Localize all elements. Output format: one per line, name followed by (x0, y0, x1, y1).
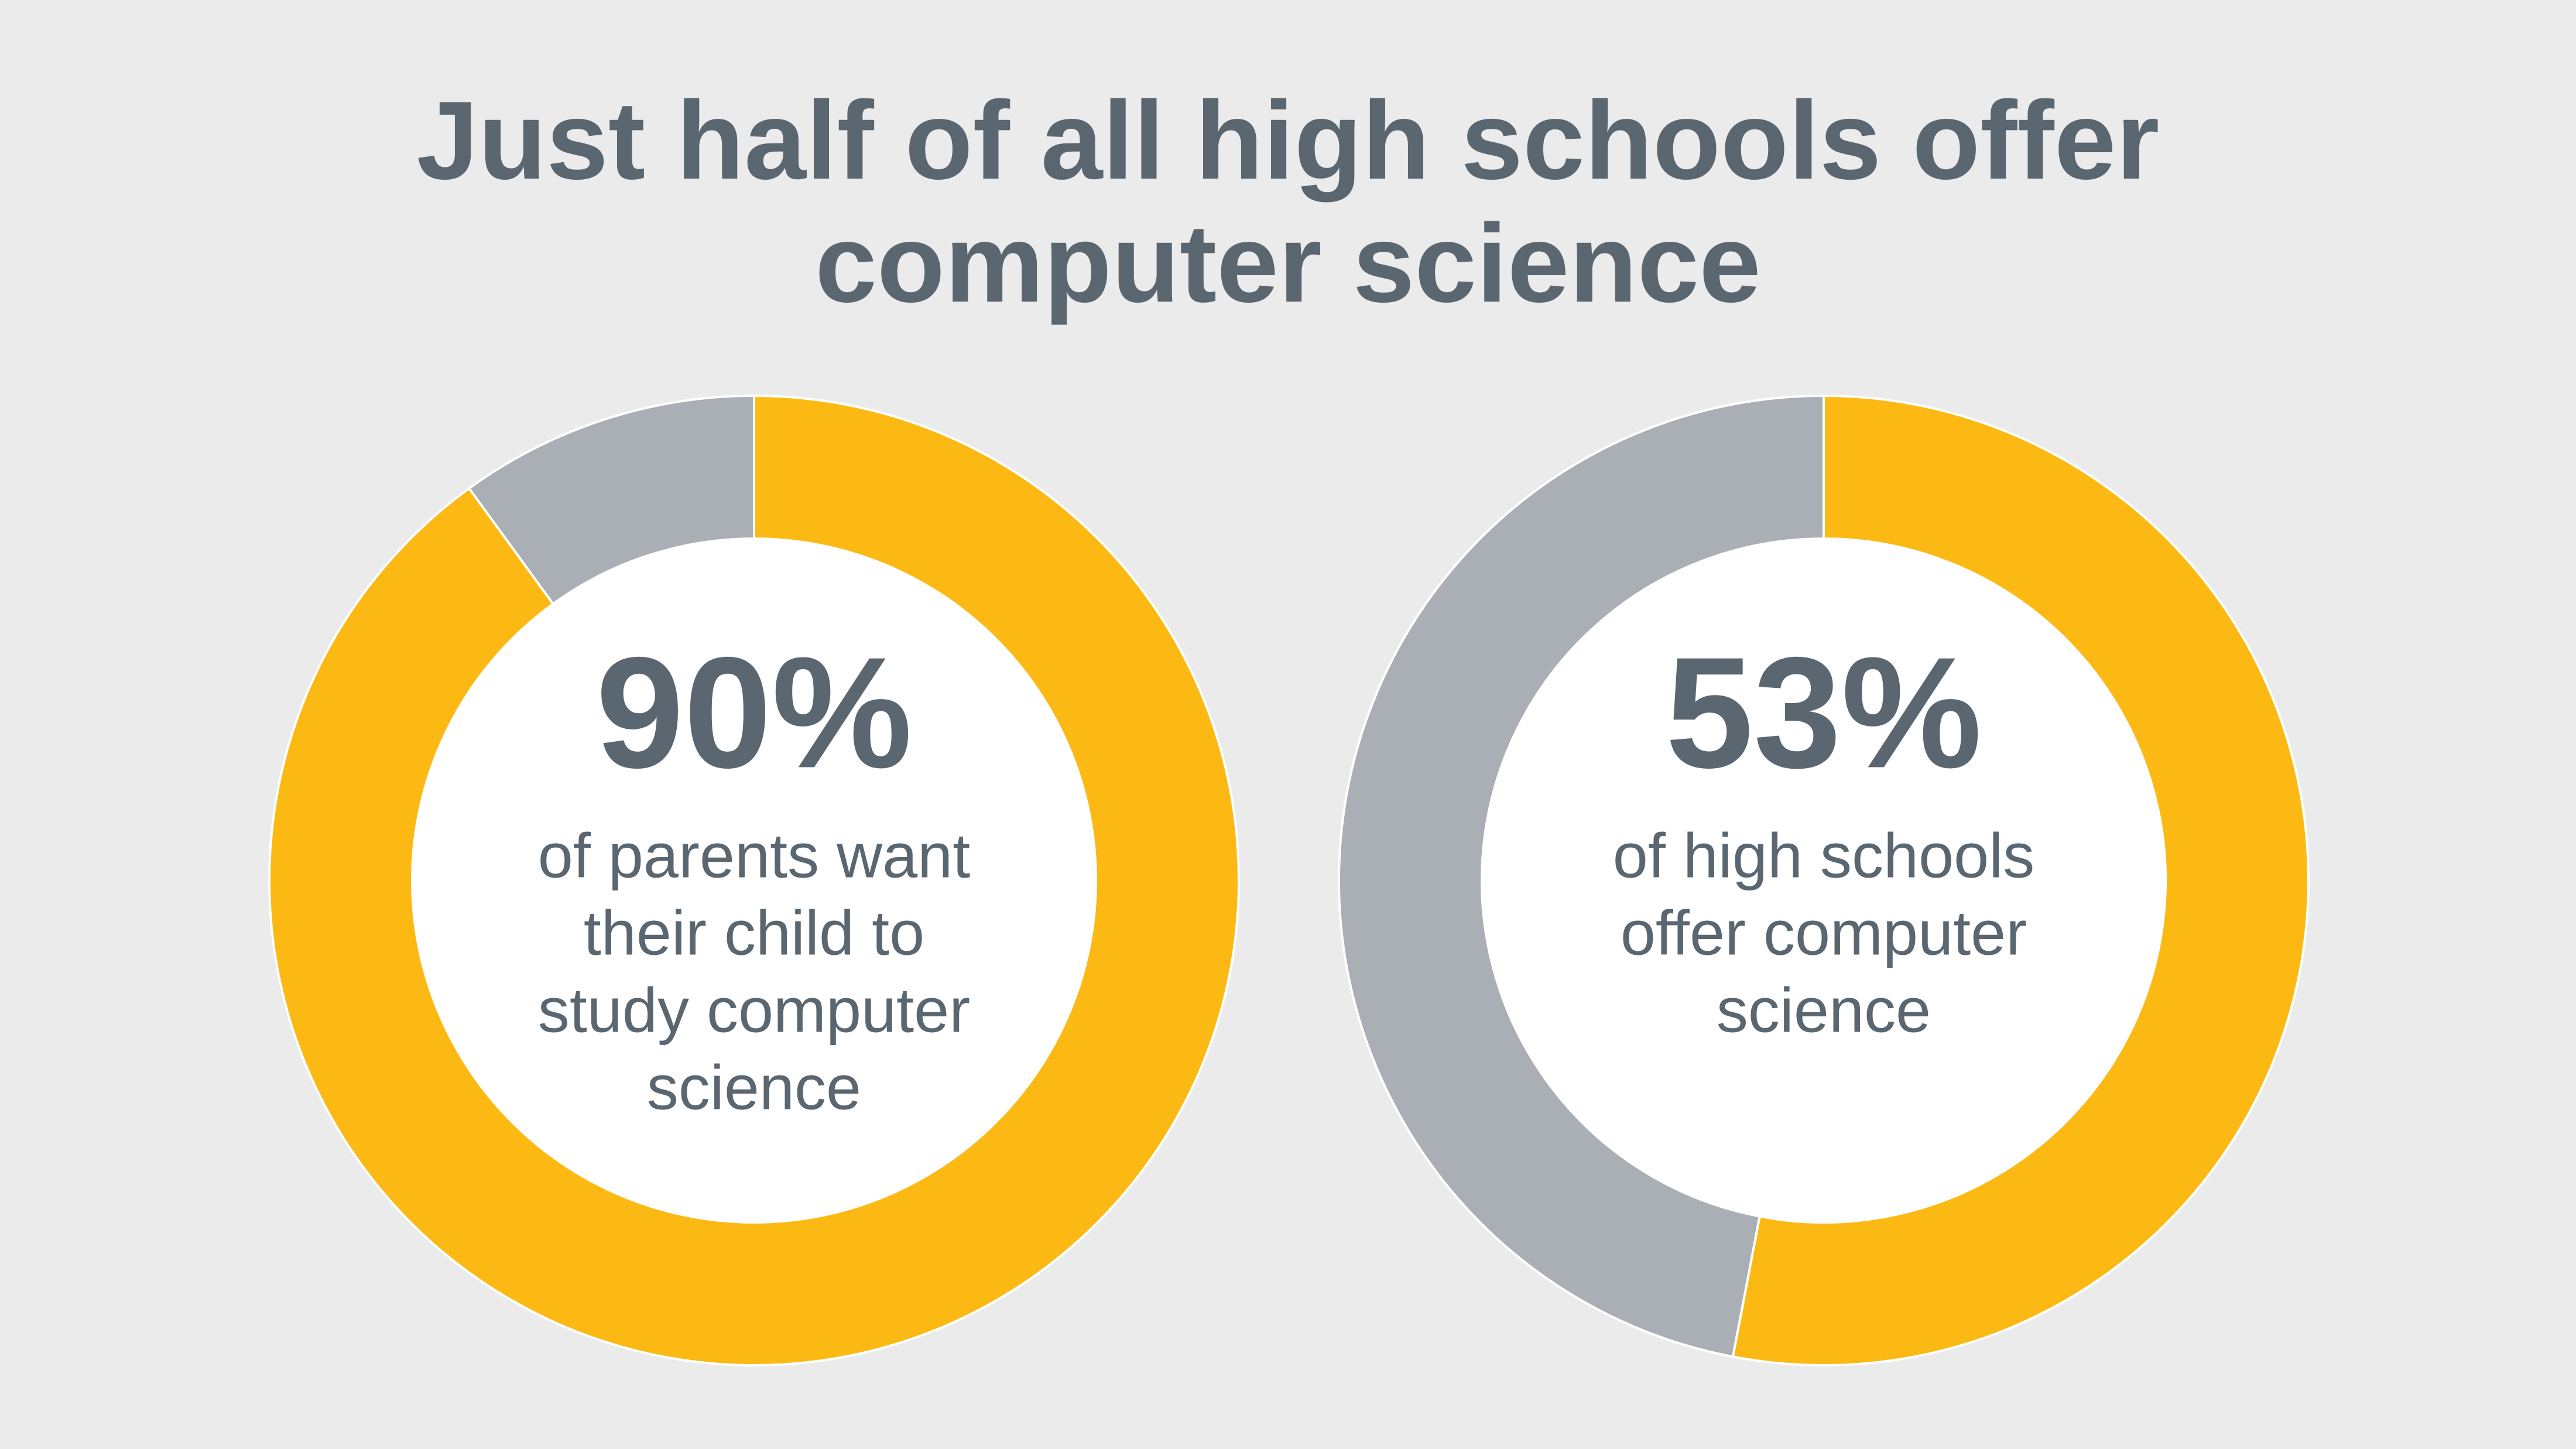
caption-line: offer computer (1621, 898, 2027, 968)
title-line: computer science (815, 201, 1761, 326)
caption-line: their child to (584, 898, 924, 968)
donut-hole (1482, 539, 2166, 1222)
caption-line: science (1717, 975, 1931, 1046)
caption-line: of high schools (1613, 820, 2034, 891)
title-line: Just half of all high schools offer (417, 78, 2160, 203)
donut-hole (412, 539, 1096, 1222)
caption-line: study computer (538, 975, 970, 1046)
value-label: 53% (1666, 625, 1982, 801)
caption-line: science (647, 1052, 861, 1123)
caption-line: of parents want (538, 820, 970, 891)
value-label: 90% (596, 625, 912, 801)
